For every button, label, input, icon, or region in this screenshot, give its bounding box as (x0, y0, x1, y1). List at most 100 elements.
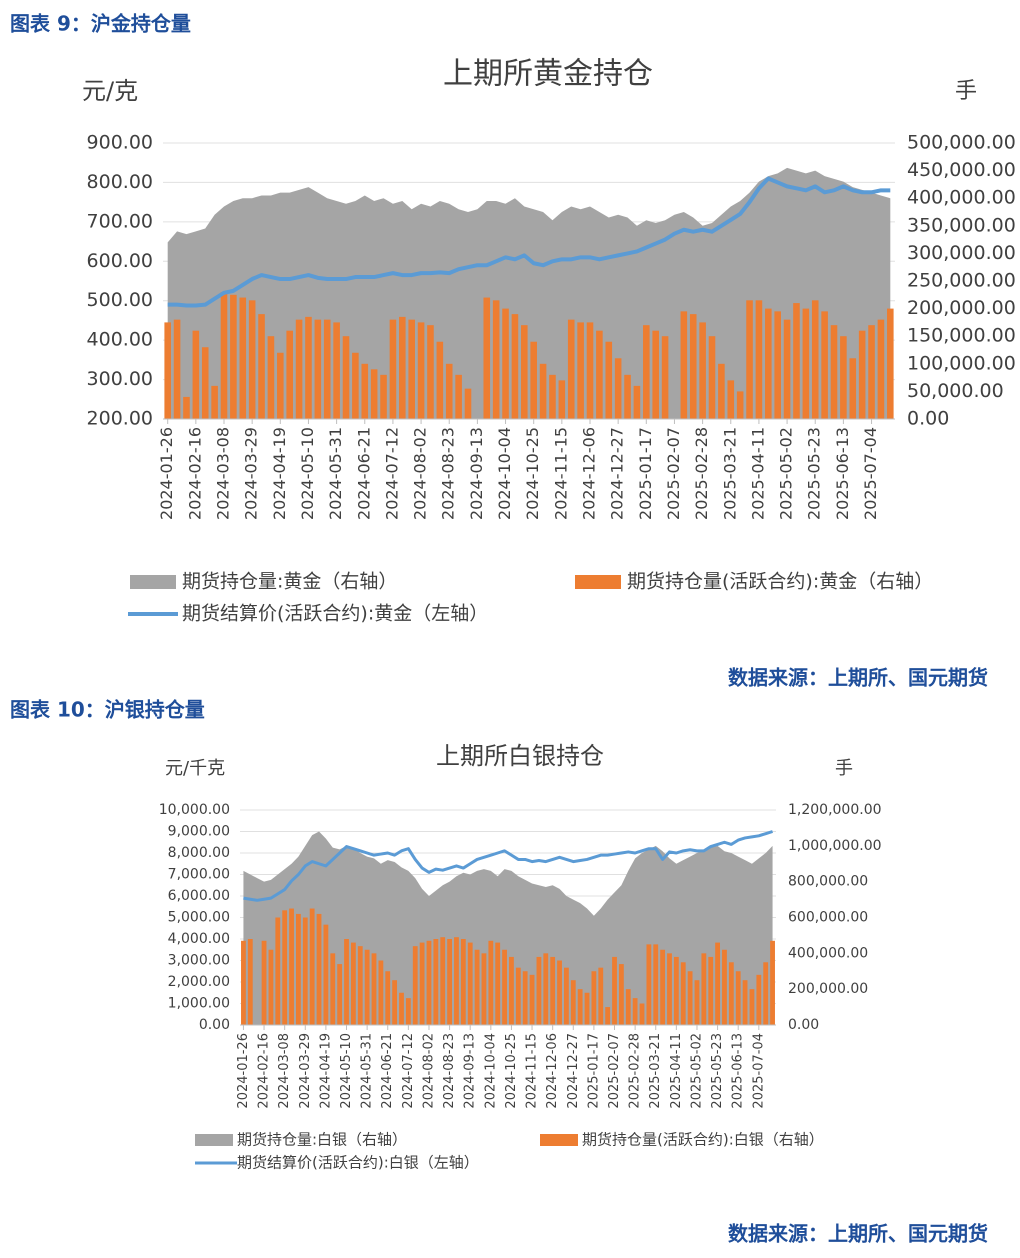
bar (509, 956, 514, 1025)
x-tick-label: 2024-05-31 (326, 427, 345, 520)
bar (467, 942, 473, 1025)
bar (646, 944, 652, 1025)
y2-tick-label: 1,000,000.00 (788, 838, 882, 854)
bar (286, 330, 293, 419)
y2-tick-label: 400,000.00 (788, 945, 868, 961)
x-tick-label: 2025-05-02 (777, 427, 796, 520)
bar (220, 292, 228, 419)
bar (241, 940, 246, 1025)
bar (399, 316, 406, 419)
x-tick-label: 2024-09-13 (467, 427, 486, 520)
legend-swatch (575, 575, 621, 589)
x-tick-label: 2024-11-15 (551, 427, 570, 520)
bar (337, 964, 343, 1025)
legend-label: 期货持仓量(活跃合约):白银（右轴） (582, 1131, 824, 1149)
bar (305, 316, 312, 419)
bar (598, 967, 604, 1025)
bar (333, 322, 340, 419)
y-tick-label: 600.00 (87, 250, 153, 272)
area (167, 167, 891, 419)
x-tick-label: 2025-07-04 (751, 1033, 766, 1109)
y-tick-label: 1,000.00 (168, 996, 230, 1012)
x-tick-label: 2024-10-04 (483, 1033, 498, 1109)
bar (352, 352, 359, 419)
x-tick-label: 2024-09-13 (463, 1033, 478, 1109)
y-tick-label: 6,000.00 (168, 888, 230, 904)
x-tick-label: 2024-12-27 (608, 427, 627, 520)
bar (689, 314, 697, 419)
bar (502, 308, 509, 419)
bar (680, 962, 686, 1025)
y2-tick-label: 0.00 (788, 1017, 819, 1033)
bar (549, 374, 556, 419)
bar (736, 391, 744, 419)
y-tick-label: 10,000.00 (159, 802, 230, 818)
chart-title: 上期所黄金持仓 (443, 57, 653, 92)
bar (258, 314, 265, 419)
bar (858, 330, 866, 419)
x-tick-label: 2024-07-12 (382, 427, 401, 520)
bar (749, 989, 755, 1025)
data-source: 数据来源：上期所、国元期货 (728, 1222, 988, 1246)
bar (192, 330, 200, 419)
bar (746, 300, 753, 419)
bar (699, 322, 706, 419)
y-tick-label: 300.00 (87, 368, 153, 390)
x-tick-label: 2025-06-13 (833, 427, 852, 520)
x-tick-label: 2024-05-10 (339, 1033, 354, 1109)
bar (405, 998, 411, 1025)
y-tick-label: 8,000.00 (168, 845, 230, 861)
bar (521, 325, 528, 419)
bar (364, 949, 370, 1025)
bar (718, 363, 725, 419)
x-tick-label: 2024-12-27 (566, 1033, 581, 1109)
legend-label: 期货结算价(活跃合约):黄金（左轴） (182, 603, 488, 625)
x-tick-label: 2024-11-15 (525, 1033, 540, 1109)
bar (314, 319, 322, 419)
bar (667, 953, 672, 1025)
bar (201, 347, 209, 419)
bar (323, 924, 329, 1025)
x-tick-label: 2024-04-19 (270, 427, 289, 520)
x-tick-label: 2024-12-06 (545, 1033, 560, 1109)
y2-tick-label: 100,000.00 (907, 352, 1016, 374)
y-tick-label: 400.00 (87, 329, 153, 351)
bar (289, 908, 294, 1025)
x-tick-label: 2024-07-12 (401, 1033, 416, 1109)
bar (302, 917, 308, 1025)
bar (680, 311, 688, 419)
y-tick-label: 3,000.00 (168, 953, 230, 969)
bar (639, 1003, 645, 1025)
y2-tick-label: 350,000.00 (907, 214, 1016, 236)
y2-tick-label: 1,200,000.00 (788, 802, 882, 818)
bar (564, 967, 569, 1025)
bar (447, 939, 452, 1025)
bar (282, 910, 288, 1025)
bar (417, 322, 425, 419)
bar (239, 297, 247, 419)
bar (427, 325, 434, 419)
data-source: 数据来源：上期所、国元期货 (728, 666, 988, 690)
y-tick-label: 2,000.00 (168, 974, 230, 990)
bar (774, 311, 781, 419)
y-tick-label: 4,000.00 (168, 931, 230, 947)
bar (380, 374, 387, 419)
y2-tick-label: 200,000.00 (788, 981, 868, 997)
y-tick-label: 0.00 (199, 1017, 230, 1033)
x-tick-label: 2024-10-25 (504, 1033, 519, 1109)
chart-title: 上期所白银持仓 (436, 742, 604, 770)
y2-axis-label: 手 (955, 79, 977, 104)
bar (426, 940, 432, 1025)
bar (625, 989, 631, 1025)
x-tick-label: 2025-05-02 (689, 1033, 704, 1109)
bar (618, 964, 624, 1025)
bar (868, 325, 875, 419)
x-tick-label: 2024-08-02 (411, 427, 430, 520)
y-tick-label: 900.00 (87, 132, 153, 154)
bar (727, 380, 735, 419)
bar (361, 363, 369, 419)
bar (309, 908, 315, 1025)
x-tick-label: 2024-08-02 (421, 1033, 436, 1109)
y2-tick-label: 150,000.00 (907, 325, 1016, 347)
x-tick-label: 2025-04-11 (748, 427, 767, 520)
